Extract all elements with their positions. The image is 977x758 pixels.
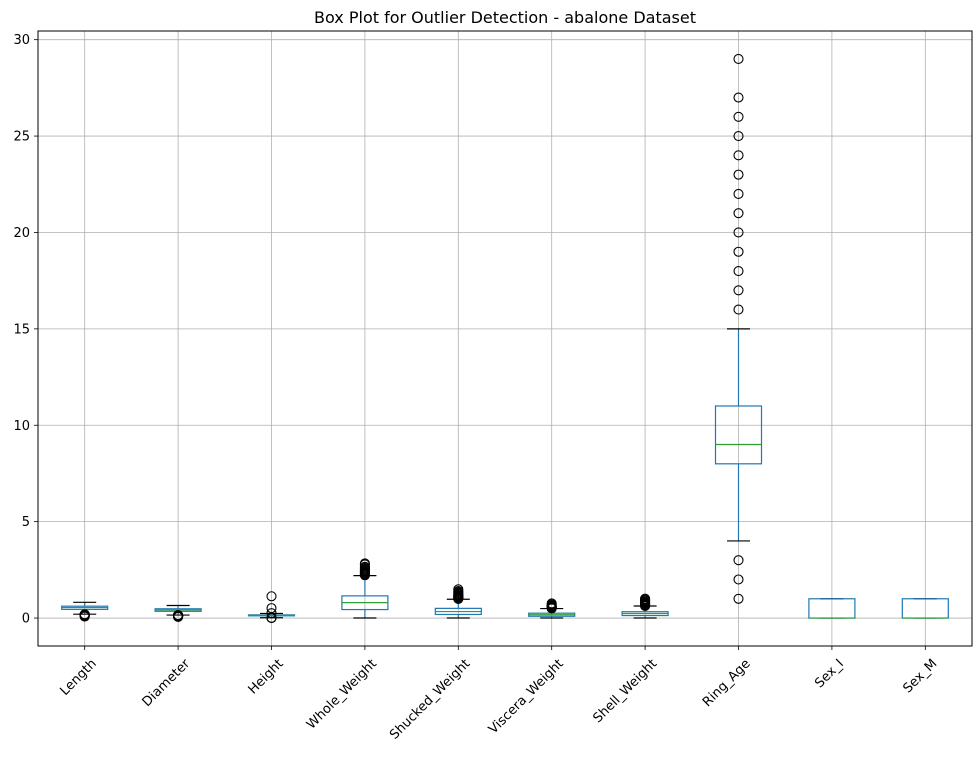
box-group xyxy=(247,591,296,624)
outlier-point xyxy=(266,612,277,623)
box-group xyxy=(154,604,202,623)
box-group xyxy=(528,598,576,619)
outlier-point xyxy=(733,92,744,103)
x-tick-label: Ring_Age xyxy=(700,656,754,710)
x-tick-label: Shell_Weight xyxy=(590,656,660,726)
y-tick-label: 15 xyxy=(13,322,30,337)
outlier-point xyxy=(733,208,744,219)
y-tick-label: 5 xyxy=(22,515,30,530)
box-group xyxy=(341,558,389,619)
box-group xyxy=(61,601,109,622)
y-tick-label: 25 xyxy=(13,130,30,145)
grid-layer xyxy=(38,31,972,646)
x-tick-label: Viscera_Weight xyxy=(486,656,567,737)
y-tick-label: 10 xyxy=(13,419,30,434)
x-tick-label: Shucked_Weight xyxy=(387,656,473,742)
outlier-point xyxy=(733,574,744,585)
x-tick-label: Height xyxy=(246,656,287,697)
outlier-point xyxy=(733,169,744,180)
outlier-point xyxy=(733,227,744,238)
outlier-point xyxy=(173,610,184,621)
x-tick-label: Length xyxy=(57,656,99,698)
box-group xyxy=(434,584,482,619)
y-tick-label: 20 xyxy=(13,226,30,241)
outlier-point xyxy=(733,53,744,65)
y-tick-label: 30 xyxy=(13,33,30,48)
outlier-point xyxy=(733,188,744,199)
outlier-point xyxy=(266,603,277,614)
outlier-point xyxy=(733,131,744,142)
outlier-point xyxy=(359,561,370,572)
outlier-point xyxy=(453,584,464,595)
outlier-point xyxy=(733,555,744,566)
outlier-point xyxy=(546,598,557,609)
x-tick-label: Sex_M xyxy=(900,656,940,696)
chart-title: Box Plot for Outlier Detection - abalone… xyxy=(314,8,696,27)
y-tick-label: 0 xyxy=(22,612,30,627)
box-group xyxy=(714,53,763,604)
outlier-point xyxy=(266,591,277,602)
outlier-point xyxy=(733,593,744,604)
outlier-point xyxy=(359,558,370,569)
outlier-point xyxy=(79,609,90,620)
x-tick-label: Whole_Weight xyxy=(304,656,380,732)
outlier-point xyxy=(733,265,744,277)
outlier-point xyxy=(733,150,744,161)
outlier-point xyxy=(640,593,651,604)
iqr-box xyxy=(714,405,763,465)
axis-layer: 0 5 10 15 20 25 30 Length Diameter Height Whole_We… xyxy=(13,33,940,743)
outlier-point xyxy=(733,111,744,122)
outlier-point xyxy=(266,608,277,619)
box-group xyxy=(808,598,856,619)
outlier-point xyxy=(733,246,744,257)
plot-frame xyxy=(37,30,973,647)
outlier-point xyxy=(733,285,744,296)
box-group xyxy=(901,598,949,619)
x-tick-label: Sex_I xyxy=(812,656,847,691)
box-group xyxy=(621,593,669,619)
box-layer xyxy=(61,53,949,624)
outlier-point xyxy=(733,304,744,315)
x-tick-label: Diameter xyxy=(140,656,194,710)
